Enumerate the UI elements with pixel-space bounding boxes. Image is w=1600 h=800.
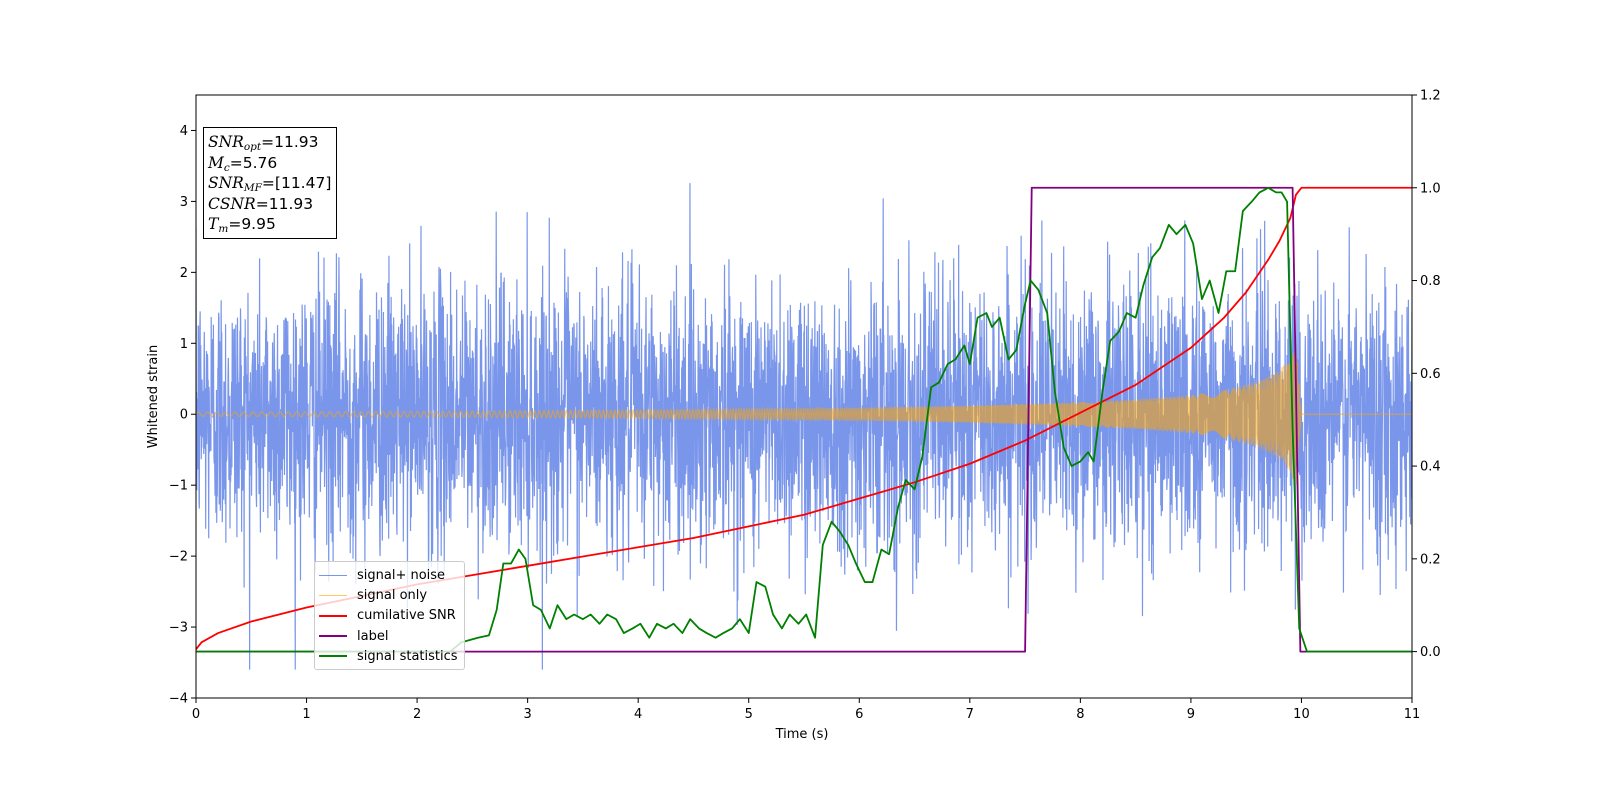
x-tick-label: 6 bbox=[855, 707, 863, 722]
series-signal-noise bbox=[196, 183, 1412, 670]
x-tick-label: 1 bbox=[302, 707, 310, 722]
legend: signal+ noise signal only cumilative SNR… bbox=[314, 561, 465, 671]
y2-tick-label: 0.6 bbox=[1420, 367, 1441, 382]
y-axis-right: 1.2 1.0 0.8 0.6 0.4 0.2 0.0 bbox=[1412, 89, 1441, 660]
series-signal-only bbox=[196, 345, 1412, 485]
y-tick-label: −3 bbox=[169, 621, 188, 636]
x-axis: 0 1 2 3 4 5 6 7 8 9 10 11 bbox=[192, 698, 1420, 722]
series-signal-statistics bbox=[196, 186, 1412, 653]
y-tick-label: 1 bbox=[180, 337, 188, 352]
y2-tick-label: 0.2 bbox=[1420, 552, 1441, 567]
y-axis-left: 4 3 2 1 0 −1 −2 −3 −4 bbox=[169, 124, 196, 707]
legend-item-cumulative-snr: cumilative SNR bbox=[319, 606, 458, 626]
tm-line: Tm=9.95 bbox=[208, 215, 276, 235]
legend-item-label: label bbox=[319, 626, 458, 646]
mc-value: 5.76 bbox=[242, 153, 278, 172]
snr-opt-value: 11.93 bbox=[274, 133, 319, 151]
legend-label-label: label bbox=[357, 628, 389, 644]
y-tick-label: −1 bbox=[169, 479, 188, 494]
axes-frame bbox=[195, 94, 1413, 699]
legend-label-signal-statistics: signal statistics bbox=[357, 648, 458, 664]
y-tick-label: 3 bbox=[180, 195, 188, 210]
tm-value: 9.95 bbox=[241, 215, 276, 233]
x-tick-label: 10 bbox=[1293, 707, 1310, 722]
statistics-annotation-box: SNRopt=11.93 Mc=5.76 SNRMF=[11.47] CSNR=… bbox=[203, 127, 338, 239]
legend-label-cumulative-snr: cumilative SNR bbox=[357, 608, 456, 624]
snr-mf-value: [11.47] bbox=[274, 174, 332, 192]
y-tick-label: 4 bbox=[180, 124, 188, 139]
y2-tick-label: 0.4 bbox=[1420, 460, 1441, 475]
legend-swatch-signal-noise bbox=[319, 574, 347, 576]
x-tick-label: 7 bbox=[966, 707, 974, 722]
csnr-value: 11.93 bbox=[268, 194, 314, 213]
y2-tick-label: 1.2 bbox=[1420, 89, 1441, 104]
legend-label-signal-noise: signal+ noise bbox=[357, 567, 446, 583]
y2-tick-label: 0.8 bbox=[1420, 274, 1441, 289]
x-tick-label: 2 bbox=[413, 707, 421, 722]
x-axis-title: Time (s) bbox=[775, 727, 829, 742]
x-tick-label: 8 bbox=[1076, 707, 1084, 722]
x-tick-label: 11 bbox=[1404, 707, 1421, 722]
y-tick-label: 0 bbox=[180, 408, 188, 423]
legend-item-signal-statistics: signal statistics bbox=[319, 646, 458, 666]
legend-item-signal-noise: signal+ noise bbox=[319, 565, 458, 585]
legend-item-signal-only: signal only bbox=[319, 585, 458, 605]
legend-label-signal-only: signal only bbox=[357, 587, 428, 603]
snr-opt-line: SNRopt=11.93 bbox=[208, 133, 319, 153]
x-tick-label: 4 bbox=[634, 707, 642, 722]
y-tick-label: −2 bbox=[169, 550, 188, 565]
x-tick-label: 5 bbox=[745, 707, 753, 722]
y2-tick-label: 0.0 bbox=[1420, 645, 1441, 660]
legend-swatch-label bbox=[319, 635, 347, 638]
legend-swatch-signal-only bbox=[319, 594, 347, 597]
csnr-line: CSNR=11.93 bbox=[208, 194, 314, 213]
snr-mf-line: SNRMF=[11.47] bbox=[208, 174, 332, 194]
x-tick-label: 9 bbox=[1187, 707, 1195, 722]
y-tick-label: −4 bbox=[169, 692, 188, 707]
legend-swatch-cumulative-snr bbox=[319, 614, 347, 617]
x-tick-label: 3 bbox=[523, 707, 531, 722]
legend-swatch-signal-statistics bbox=[319, 655, 347, 658]
x-tick-label: 0 bbox=[192, 707, 200, 722]
y-axis-title: Whitened strain bbox=[146, 345, 161, 448]
y2-tick-label: 1.0 bbox=[1420, 181, 1441, 196]
mc-line: Mc=5.76 bbox=[208, 153, 278, 174]
y-tick-label: 2 bbox=[180, 266, 188, 281]
